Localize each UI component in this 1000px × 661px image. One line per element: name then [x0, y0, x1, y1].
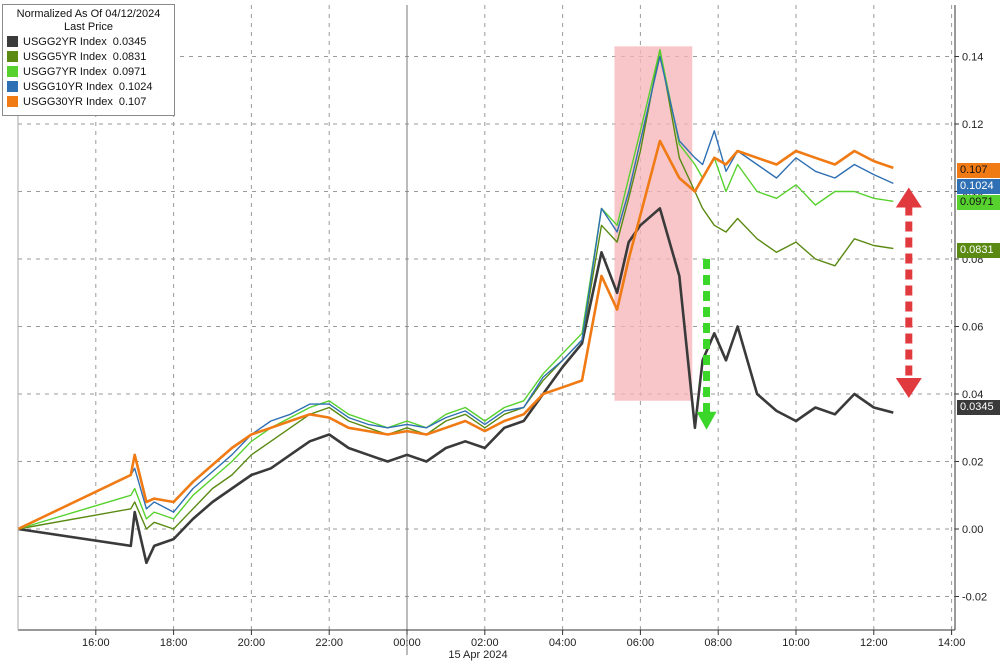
green-down-arrow-head [696, 411, 717, 430]
legend-item: USGG10YR Index 0.1024 [3, 79, 174, 94]
legend-value: 0.0345 [112, 35, 147, 48]
series-lines [17, 49, 894, 565]
legend-value: 0.0971 [112, 65, 147, 78]
highlight-band [614, 46, 693, 401]
legend-swatch [7, 81, 18, 92]
series-line-usgg5yr-index [17, 49, 894, 530]
end-value-tag: 0.0831 [957, 243, 1000, 258]
x-tick-label: 16:00 [82, 637, 110, 649]
chart-axes: 16:00 18:00 20:00 22:00 00:00 02:00 04:00 06:00… [17, 5, 987, 649]
date-label: 15 Apr 2024 [448, 649, 507, 661]
legend-item: USGG5YR Index 0.0831 [3, 49, 174, 64]
series-line-usgg10yr-index [17, 55, 894, 530]
legend-label: USGG7YR Index [23, 65, 107, 78]
x-tick-label: 18:00 [160, 637, 188, 649]
legend-swatch [7, 51, 18, 62]
legend-title: Normalized As Of 04/12/2024 [16, 8, 161, 20]
y-tick-label: 0.00 [962, 524, 983, 536]
x-tick-label: 08:00 [704, 637, 732, 649]
legend-swatch [7, 36, 18, 47]
y-tick-label: 0.02 [962, 457, 983, 469]
legend-label: USGG10YR Index [23, 80, 113, 93]
legend-label: USGG2YR Index [23, 35, 107, 48]
legend-value: 0.107 [118, 95, 147, 108]
end-value-tag: 0.0345 [957, 400, 1000, 415]
annotation-arrows [696, 187, 922, 430]
y-tick-label: 0.04 [962, 389, 983, 401]
legend: Normalized As Of 04/12/2024 Last Price U… [2, 4, 175, 116]
legend-swatch [7, 96, 18, 107]
chart-grid [18, 5, 955, 655]
legend-label: USGG5YR Index [23, 50, 107, 63]
x-tick-label: 22:00 [315, 637, 343, 649]
end-value-tag: 0.0971 [957, 195, 1000, 210]
y-tick-label: 0.06 [962, 322, 983, 334]
series-line-usgg30yr-index [17, 139, 894, 531]
x-tick-label: 10:00 [782, 637, 810, 649]
end-value-tag: 0.1024 [957, 179, 1000, 194]
x-tick-label: 00:00 [393, 637, 421, 649]
x-tick-label: 02:00 [471, 637, 499, 649]
legend-label: USGG30YR Index [23, 95, 113, 108]
y-tick-label: 0.12 [962, 119, 983, 131]
x-tick-label: 20:00 [238, 637, 266, 649]
legend-item: USGG2YR Index 0.0345 [3, 34, 174, 49]
x-tick-label: 04:00 [549, 637, 577, 649]
x-tick-label: 14:00 [938, 637, 966, 649]
x-tick-label: 06:00 [627, 637, 655, 649]
legend-swatch [7, 66, 18, 77]
red-arrow-head-up [895, 187, 922, 208]
y-tick-label: -0.02 [962, 592, 987, 604]
series-line-usgg2yr-index [17, 207, 894, 565]
end-value-tag: 0.107 [957, 163, 1000, 178]
series-line-usgg7yr-index [17, 49, 894, 530]
legend-item: USGG7YR Index 0.0971 [3, 64, 174, 79]
legend-item: USGG30YR Index 0.107 [3, 94, 174, 109]
red-arrow-head-down [895, 378, 922, 398]
x-tick-label: 12:00 [860, 637, 888, 649]
legend-subtitle: Last Price [64, 21, 113, 33]
legend-value: 0.1024 [118, 80, 153, 93]
y-tick-label: 0.14 [962, 52, 983, 64]
legend-value: 0.0831 [112, 50, 147, 63]
